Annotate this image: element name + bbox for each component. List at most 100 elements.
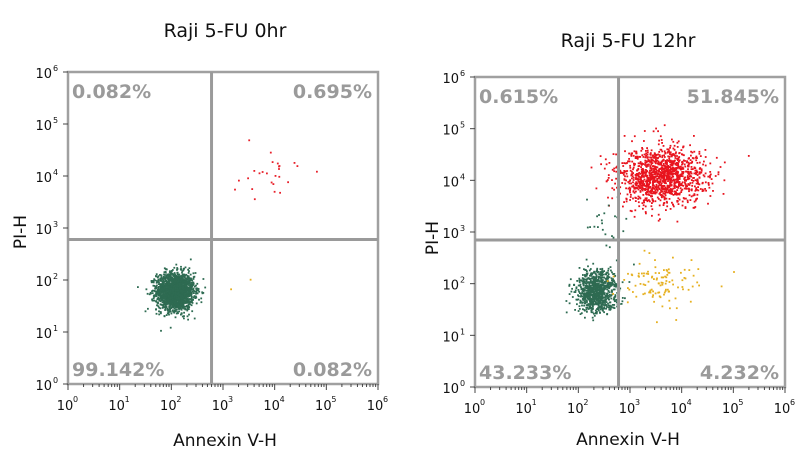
data-point — [159, 311, 162, 313]
data-point — [167, 300, 170, 303]
data-point — [690, 166, 693, 168]
data-point — [669, 159, 672, 162]
data-point — [671, 279, 674, 282]
data-point — [595, 298, 598, 301]
data-point — [649, 165, 652, 168]
data-point — [637, 162, 640, 165]
data-point — [615, 166, 617, 169]
data-point — [661, 194, 664, 197]
data-point — [166, 292, 169, 294]
data-point — [628, 158, 630, 160]
data-point — [593, 299, 595, 302]
data-point — [687, 172, 690, 174]
data-point — [665, 197, 668, 200]
data-point — [187, 290, 190, 293]
data-point — [597, 275, 600, 278]
data-point — [664, 282, 667, 285]
data-point — [672, 187, 675, 190]
data-point — [595, 277, 597, 280]
data-point — [597, 278, 600, 281]
data-point — [684, 181, 686, 184]
data-point — [593, 272, 595, 274]
data-point — [632, 176, 635, 179]
data-point — [152, 281, 155, 284]
data-point — [645, 175, 648, 177]
data-point — [173, 276, 176, 279]
data-point — [184, 296, 187, 298]
data-point — [174, 289, 177, 292]
data-point — [682, 166, 684, 169]
data-point — [659, 199, 662, 202]
data-point — [178, 299, 180, 301]
data-point — [184, 290, 187, 293]
data-point — [197, 289, 200, 292]
data-point — [655, 185, 658, 188]
data-point — [666, 161, 668, 164]
data-point — [626, 301, 629, 304]
data-point — [188, 292, 191, 294]
data-point — [583, 300, 586, 303]
data-point — [157, 275, 160, 278]
data-point — [607, 290, 610, 293]
data-point — [654, 292, 657, 295]
data-point — [593, 312, 595, 315]
data-point — [588, 292, 591, 295]
data-point — [603, 292, 606, 294]
data-point — [658, 177, 660, 180]
data-point — [589, 273, 592, 276]
data-point — [615, 285, 617, 288]
data-point — [651, 159, 654, 161]
data-point — [167, 273, 170, 276]
data-point — [680, 271, 682, 274]
x-tick-exponent: 3 — [635, 398, 640, 407]
data-point — [632, 154, 635, 157]
data-point — [596, 269, 598, 272]
data-point — [601, 222, 603, 225]
data-point — [183, 291, 185, 293]
data-point — [631, 160, 634, 163]
data-point — [644, 163, 646, 166]
data-point — [632, 168, 634, 171]
data-point — [608, 246, 611, 249]
data-point — [169, 270, 171, 273]
data-point — [630, 155, 633, 157]
data-point — [698, 168, 701, 170]
data-point — [175, 297, 178, 300]
data-point — [599, 155, 602, 157]
data-point — [695, 159, 698, 162]
data-point — [640, 174, 643, 177]
data-point — [657, 175, 660, 178]
data-point — [653, 191, 655, 193]
data-point — [274, 175, 277, 177]
data-point — [180, 312, 183, 315]
data-point — [602, 296, 605, 299]
data-point — [642, 174, 644, 177]
data-point — [185, 296, 188, 299]
quadrant-label-top-left: 0.615% — [479, 86, 558, 108]
data-point — [657, 213, 660, 216]
data-point — [653, 179, 656, 182]
data-point — [597, 300, 600, 302]
data-point — [611, 271, 613, 274]
data-point — [597, 293, 599, 296]
data-point — [647, 176, 649, 179]
data-point — [183, 315, 185, 317]
data-point — [653, 300, 655, 303]
x-tick-label: 10 — [619, 402, 636, 417]
data-point — [691, 151, 694, 154]
data-point — [598, 214, 600, 216]
data-point — [598, 293, 601, 296]
data-point — [577, 310, 580, 312]
data-point — [178, 298, 181, 300]
data-point — [702, 163, 704, 166]
data-point — [186, 275, 189, 277]
data-point — [181, 291, 184, 294]
data-point — [634, 200, 637, 202]
data-point — [594, 280, 597, 282]
data-point — [650, 161, 653, 164]
data-point — [180, 280, 183, 283]
data-point — [649, 290, 651, 293]
data-point — [180, 285, 182, 288]
data-point — [198, 290, 201, 293]
data-point — [668, 155, 671, 158]
